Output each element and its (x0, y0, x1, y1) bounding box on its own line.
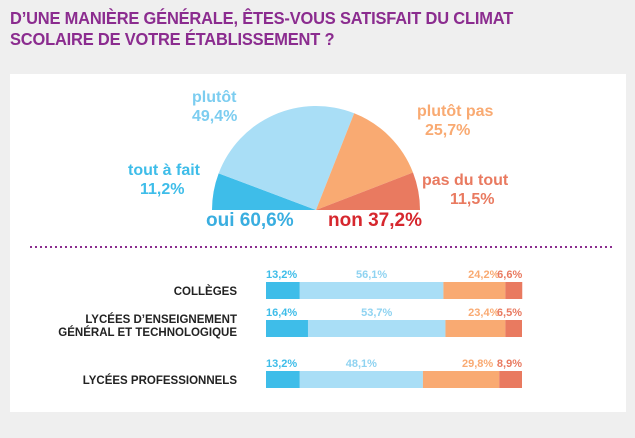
bar-segment (266, 371, 300, 388)
pie-data-label: 49,4% (192, 108, 237, 125)
bar-segment (266, 320, 308, 337)
bar-data-label: 13,2% (266, 269, 297, 281)
bar-segment (499, 371, 522, 388)
bar-segment (299, 371, 423, 388)
bar-data-label: 6,5% (497, 307, 522, 319)
bar-segment (422, 371, 500, 388)
pie-data-label: 25,7% (425, 122, 470, 139)
bar-segment (307, 320, 446, 337)
bar-data-label: 24,2% (468, 269, 499, 281)
pie-slice-name: plutôt pas (417, 103, 494, 120)
bar-category-label: LYCÉES PROFESSIONNELS (83, 374, 238, 387)
bar-segment (299, 282, 444, 299)
bar-segment (505, 320, 522, 337)
bar-category-label: LYCÉES D’ENSEIGNEMENT (85, 313, 237, 326)
pie-slice (316, 172, 420, 210)
total-label: oui 60,6% (206, 210, 294, 231)
pie-slice (218, 106, 355, 210)
pie-slice (212, 173, 316, 210)
bar-data-label: 23,4% (468, 307, 499, 319)
pie-data-label: 11,5% (450, 191, 494, 208)
page-title: D’UNE MANIÈRE GÉNÉRALE, ÊTES-VOUS SATISF… (10, 8, 514, 49)
bar-segment (445, 320, 506, 337)
bar-segment (266, 282, 300, 299)
chart-panel: tout à fait 11,2% plutôt 49,4% plutôt pas 25,… (10, 74, 626, 412)
bar-data-label: 48,1% (346, 358, 377, 370)
bar-category-label: GÉNÉRAL ET TECHNOLOGIQUE (58, 326, 237, 339)
chart-svg: tout à fait 11,2% plutôt 49,4% plutôt pas 25,… (30, 89, 614, 388)
pie-slice (316, 113, 413, 210)
bar-data-label: 16,4% (266, 307, 297, 319)
bar-data-label: 13,2% (266, 358, 297, 370)
pie-slice-name: plutôt (192, 89, 237, 106)
total-label: non 37,2% (328, 210, 422, 231)
bar-data-label: 8,9% (497, 358, 522, 370)
bar-category-label: COLLÈGES (174, 285, 238, 298)
bar-segment (505, 282, 523, 299)
bar-data-label: 53,7% (361, 307, 392, 319)
pie-slice-name: pas du tout (422, 172, 509, 189)
bar-data-label: 6,6% (497, 269, 522, 281)
bar-data-label: 29,8% (462, 358, 493, 370)
bar-segment (443, 282, 506, 299)
pie-data-label: 11,2% (140, 181, 184, 198)
bar-data-label: 56,1% (356, 269, 387, 281)
pie-slice-name: tout à fait (128, 162, 201, 179)
